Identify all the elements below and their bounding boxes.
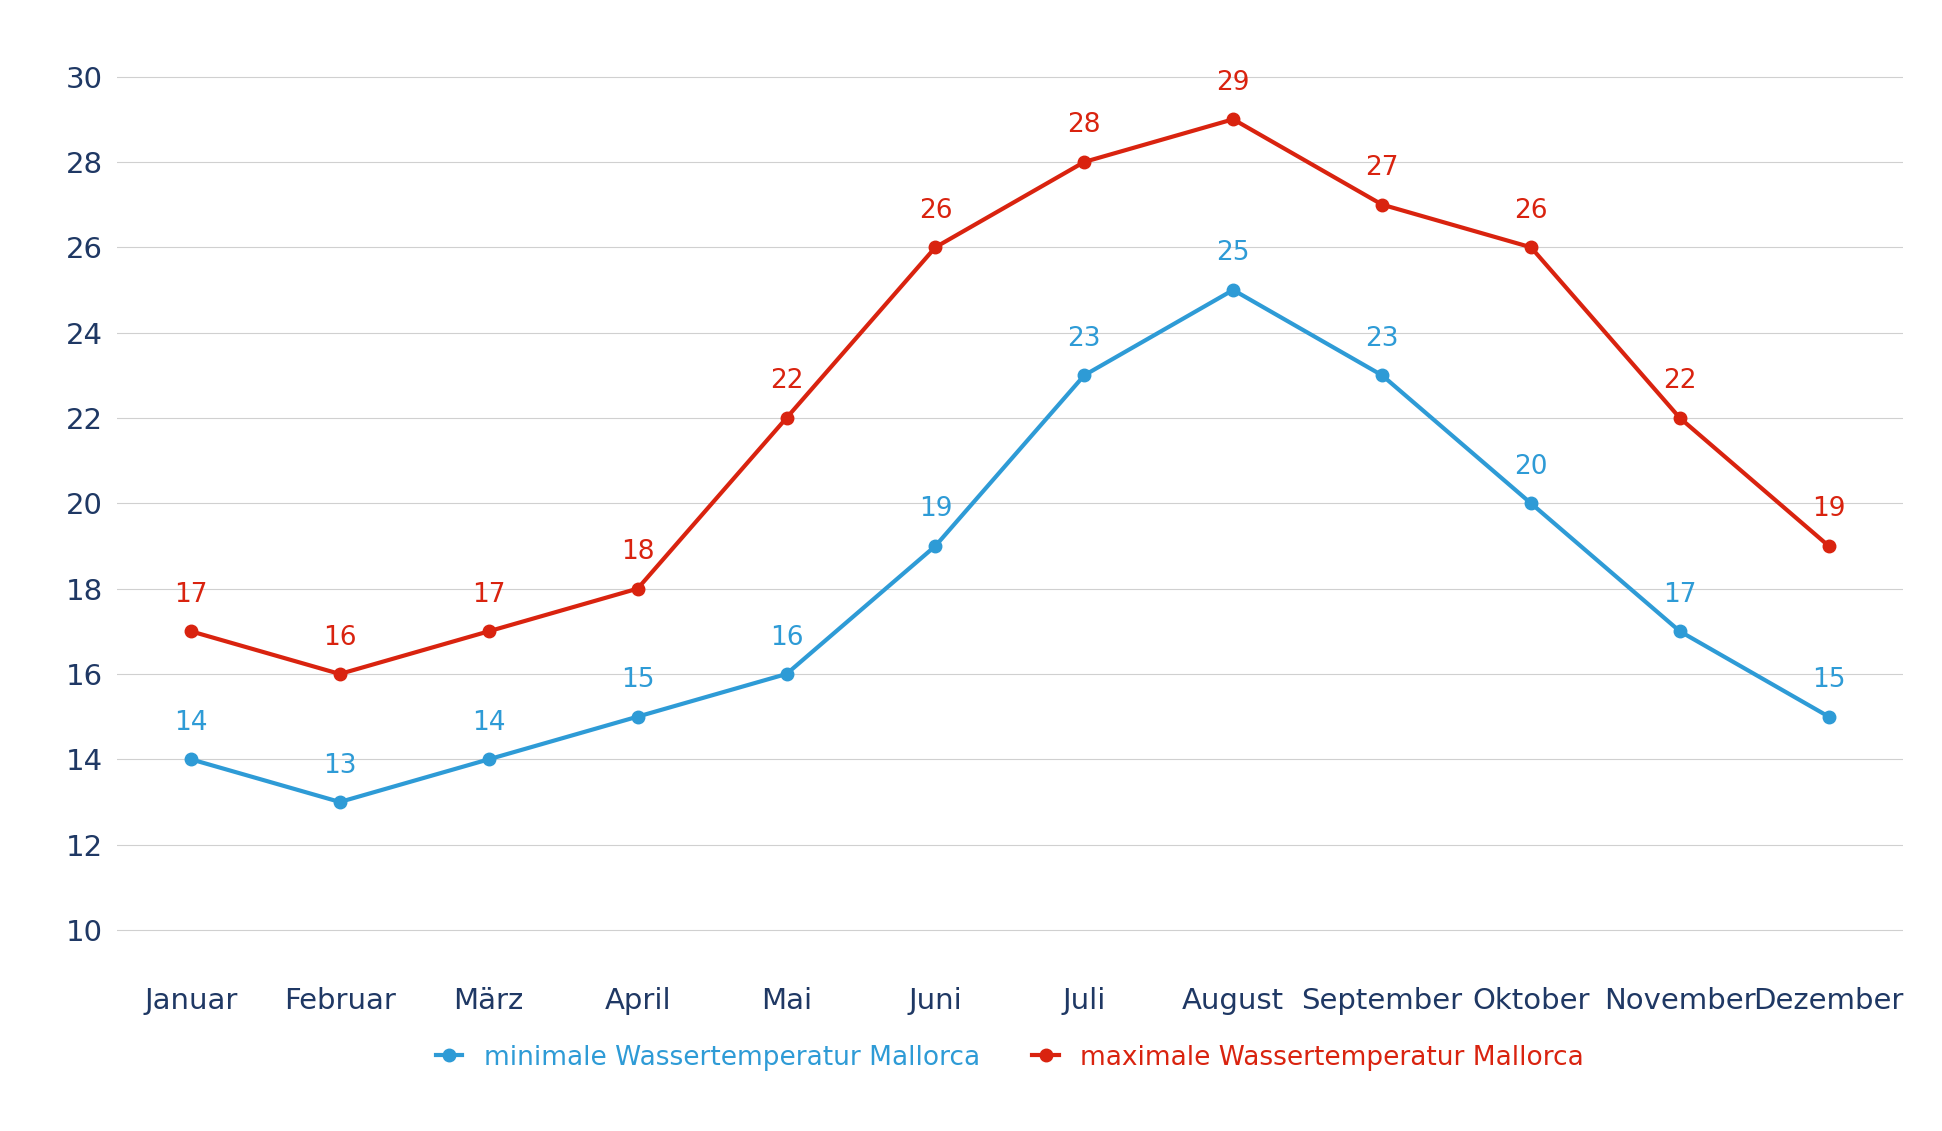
Text: 17: 17 <box>472 581 505 607</box>
Text: 25: 25 <box>1216 241 1251 267</box>
minimale Wassertemperatur Mallorca <box>1072 369 1095 382</box>
Text: 28: 28 <box>1068 112 1101 138</box>
Text: 19: 19 <box>1812 497 1845 523</box>
Text: 22: 22 <box>769 369 804 395</box>
minimale Wassertemperatur Mallorca <box>625 710 649 724</box>
minimale Wassertemperatur Mallorca <box>1668 624 1691 638</box>
Line: minimale Wassertemperatur Mallorca: minimale Wassertemperatur Mallorca <box>184 284 1835 809</box>
maximale Wassertemperatur Mallorca <box>328 667 352 681</box>
Text: 16: 16 <box>322 624 357 650</box>
minimale Wassertemperatur Mallorca <box>775 667 798 681</box>
Text: 27: 27 <box>1365 155 1398 181</box>
Text: 26: 26 <box>919 198 952 224</box>
Text: 29: 29 <box>1216 70 1251 96</box>
maximale Wassertemperatur Mallorca <box>1222 112 1245 126</box>
minimale Wassertemperatur Mallorca <box>478 752 501 766</box>
maximale Wassertemperatur Mallorca <box>1072 155 1095 169</box>
Line: maximale Wassertemperatur Mallorca: maximale Wassertemperatur Mallorca <box>184 113 1835 680</box>
Text: 17: 17 <box>1662 581 1697 607</box>
minimale Wassertemperatur Mallorca <box>1519 497 1542 510</box>
minimale Wassertemperatur Mallorca <box>328 795 352 809</box>
maximale Wassertemperatur Mallorca <box>1668 412 1691 425</box>
maximale Wassertemperatur Mallorca <box>625 581 649 595</box>
Text: 13: 13 <box>322 752 357 778</box>
Text: 22: 22 <box>1662 369 1697 395</box>
maximale Wassertemperatur Mallorca <box>1371 198 1394 211</box>
minimale Wassertemperatur Mallorca <box>179 752 202 766</box>
Text: 23: 23 <box>1365 326 1398 352</box>
Text: 20: 20 <box>1515 454 1548 480</box>
Text: 19: 19 <box>919 497 952 523</box>
maximale Wassertemperatur Mallorca <box>179 624 202 638</box>
Text: 14: 14 <box>472 710 505 736</box>
minimale Wassertemperatur Mallorca <box>1371 369 1394 382</box>
Text: 26: 26 <box>1515 198 1548 224</box>
maximale Wassertemperatur Mallorca <box>924 241 948 254</box>
Text: 23: 23 <box>1068 326 1101 352</box>
Text: 18: 18 <box>621 539 654 566</box>
Legend: minimale Wassertemperatur Mallorca, maximale Wassertemperatur Mallorca: minimale Wassertemperatur Mallorca, maxi… <box>425 1034 1594 1081</box>
Text: 15: 15 <box>621 667 654 693</box>
Text: 14: 14 <box>175 710 208 736</box>
maximale Wassertemperatur Mallorca <box>1818 539 1841 553</box>
Text: 15: 15 <box>1812 667 1845 693</box>
Text: 16: 16 <box>769 624 804 650</box>
maximale Wassertemperatur Mallorca <box>478 624 501 638</box>
minimale Wassertemperatur Mallorca <box>1818 710 1841 724</box>
maximale Wassertemperatur Mallorca <box>775 412 798 425</box>
maximale Wassertemperatur Mallorca <box>1519 241 1542 254</box>
minimale Wassertemperatur Mallorca <box>1222 283 1245 296</box>
minimale Wassertemperatur Mallorca <box>924 539 948 553</box>
Text: 17: 17 <box>175 581 208 607</box>
